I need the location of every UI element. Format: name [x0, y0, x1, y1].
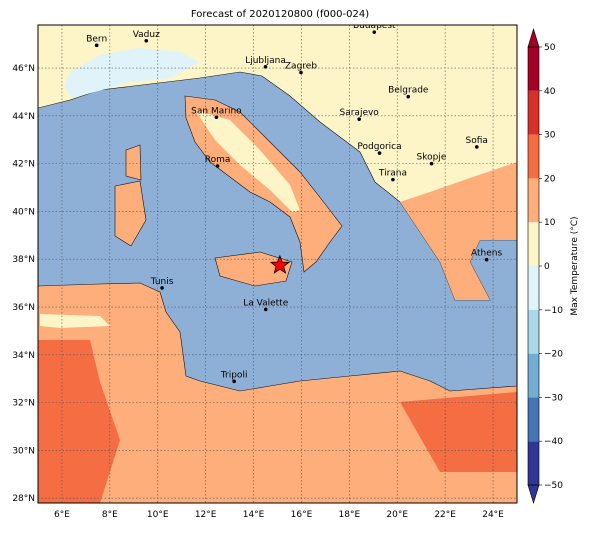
city-dot: [484, 257, 489, 262]
colorbar-tick-label: −30: [544, 393, 563, 403]
lat-tick-label: 46°N: [12, 64, 35, 74]
graticule: [38, 25, 517, 503]
sardinia: [114, 180, 147, 247]
lon-tick-label: 8°E: [102, 510, 118, 520]
city-label: Tirana: [378, 169, 407, 179]
tunisia-coast-cool: [40, 314, 110, 328]
location-star: [269, 254, 290, 274]
city-dot: [357, 117, 361, 121]
city-label: Belgrade: [388, 86, 429, 96]
lat-tick-label: 38°N: [12, 255, 35, 265]
egypt-hot: [400, 392, 517, 472]
colorbar-segment: [528, 222, 539, 266]
lon-tick-label: 10°E: [147, 510, 169, 520]
lon-tick-label: 6°E: [54, 510, 70, 520]
city-label: Athens: [471, 249, 502, 259]
city-dot: [263, 65, 268, 69]
city-dot: [391, 177, 395, 182]
axis-labels: 6°E 8°E 10°E 12°E 14°E 16°E 18°E 20°E 22°E 24°E 28…: [12, 64, 504, 520]
city-label: San Marino: [191, 106, 242, 116]
lat-tick-label: 34°N: [12, 351, 35, 361]
city-label: Zagreb: [285, 62, 317, 72]
city-dot: [263, 307, 268, 312]
lat-tick-label: 30°N: [12, 446, 35, 456]
italy-spine: [195, 110, 300, 212]
city-dot: [214, 115, 219, 120]
city-label: Vaduz: [133, 30, 160, 40]
city-label: Sofia: [466, 136, 488, 146]
lon-tick-label: 22°E: [434, 510, 456, 520]
city-label: Ljubljana: [245, 56, 286, 66]
colorbar-tick-label: −20: [544, 350, 563, 360]
lon-tick-label: 24°E: [482, 510, 504, 520]
city-dot: [406, 94, 411, 99]
colorbar-tick-label: −40: [544, 437, 563, 447]
colorbar-tick-label: 10: [544, 218, 556, 228]
colorbar: −50 −40 −30 −20 −10 0 10 20 30 40 50 Max Temperatur…: [527, 27, 580, 505]
city-label: Bern: [86, 34, 107, 44]
city-dot: [160, 286, 164, 290]
city-dot: [474, 145, 479, 149]
lon-tick-label: 12°E: [195, 510, 217, 520]
lat-tick-label: 40°N: [12, 207, 35, 217]
corsica: [125, 144, 142, 181]
lat-tick-label: 32°N: [12, 399, 35, 409]
colorbar-segment: [528, 397, 539, 442]
lat-tick-label: 42°N: [12, 160, 35, 170]
colorbar-label: Max Temperature (°C): [570, 216, 580, 315]
colorbar-segment: [528, 441, 539, 485]
city-dot: [144, 38, 149, 43]
lat-tick-label: 28°N: [12, 494, 35, 504]
city-dot: [429, 161, 434, 166]
colorbar-segment: [528, 309, 539, 354]
colorbar-segment: [528, 178, 539, 223]
colorbar-segment: [528, 134, 539, 179]
lon-tick-label: 18°E: [339, 510, 361, 520]
title: Forecast of 2020120800 (f000-024): [191, 9, 369, 20]
city-dot: [377, 151, 382, 155]
lat-tick-label: 36°N: [12, 303, 35, 313]
colorbar-tick-label: 30: [544, 131, 556, 141]
libya-hot: [38, 340, 120, 503]
alps-cold: [64, 48, 200, 98]
city-dot: [299, 70, 303, 75]
city-label: Sarajevo: [340, 108, 380, 118]
greece-warm: [400, 162, 517, 300]
colorbar-tick-label: 40: [544, 87, 556, 97]
city-label: Tunis: [150, 277, 174, 287]
sicily: [214, 251, 293, 287]
colorbar-tick-label: −50: [544, 481, 563, 491]
colorbar-segment: [528, 266, 539, 310]
city-label: Roma: [205, 155, 231, 165]
map-frame: [37, 24, 518, 504]
lon-tick-label: 16°E: [291, 510, 313, 520]
colorbar-tick-label: −10: [544, 306, 563, 316]
city-dot: [232, 379, 236, 384]
lat-tick-label: 44°N: [12, 112, 35, 122]
colorbar-tick-label: 20: [544, 174, 556, 184]
city-label: Podgorica: [357, 142, 401, 152]
lon-tick-label: 20°E: [386, 510, 408, 520]
colorbar-tick-label: 0: [544, 262, 550, 272]
colorbar-segment: [528, 353, 539, 398]
city-dot: [372, 30, 377, 34]
colorbar-extend-bottom: [527, 484, 540, 505]
city-dot: [94, 43, 99, 48]
colorbar-extend-top: [527, 27, 540, 48]
city-label: Tripoli: [220, 370, 248, 380]
city-dot: [215, 164, 220, 168]
colorbar-tick-label: 50: [544, 43, 556, 53]
colorbar-segment: [528, 47, 539, 91]
city-label: La Valette: [243, 298, 288, 308]
lon-tick-label: 14°E: [243, 510, 265, 520]
city-label: Budapest: [353, 21, 396, 31]
city-label: Skopje: [417, 153, 447, 163]
colorbar-segment: [528, 90, 539, 135]
